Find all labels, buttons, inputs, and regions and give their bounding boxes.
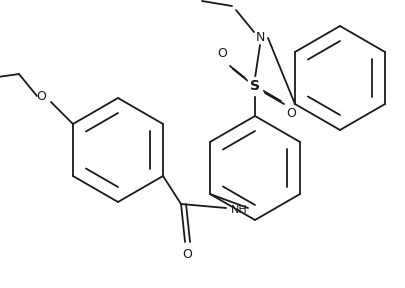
Text: O: O — [182, 247, 192, 261]
Text: O: O — [286, 107, 295, 120]
Text: O: O — [217, 48, 226, 60]
Text: NH: NH — [230, 205, 247, 215]
Text: N: N — [255, 31, 264, 45]
Text: S: S — [249, 79, 259, 93]
Text: O: O — [36, 90, 46, 103]
